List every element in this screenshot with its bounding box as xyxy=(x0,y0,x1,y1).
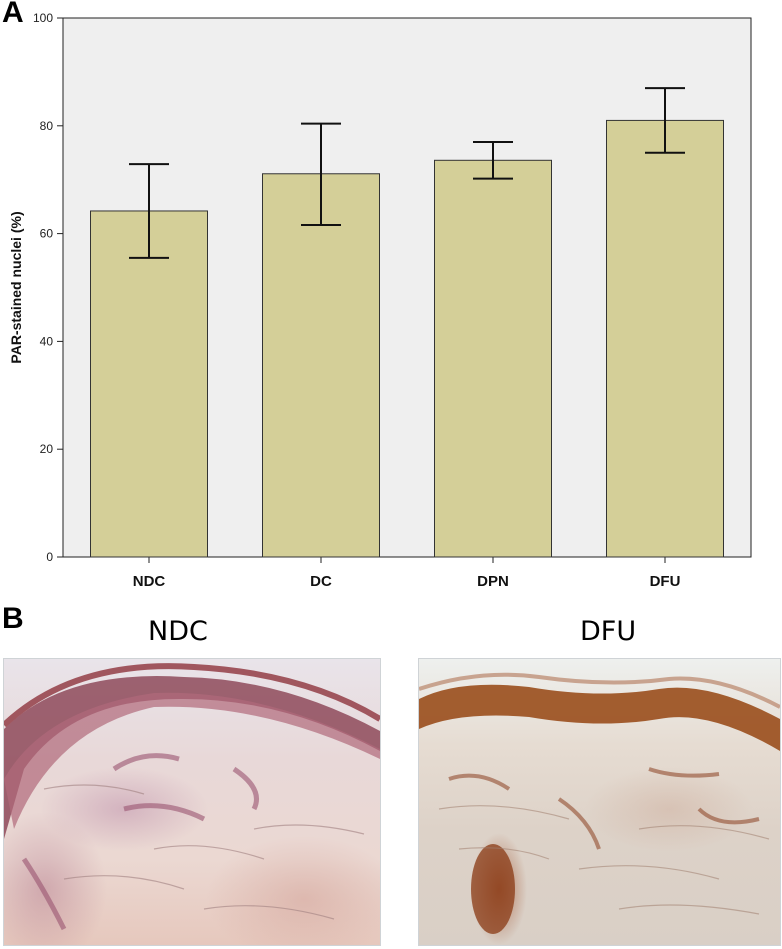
bar-chart: 0 20 40 60 80 100 NDC DC DPN DFU PAR-stained nucl… xyxy=(8,11,752,590)
panel-b-label: B xyxy=(2,602,24,635)
dfu-dermal-strands xyxy=(448,767,760,850)
y-axis-label: PAR-stained nuclei (%) xyxy=(8,211,24,363)
dfu-epidermis xyxy=(419,684,780,751)
dfu-gland xyxy=(471,844,515,934)
y-tick-label: 60 xyxy=(40,227,54,241)
dfu-stratum-corneum xyxy=(419,672,780,709)
x-tick-label-dpn: DPN xyxy=(477,573,509,590)
ndc-collagen-fibers xyxy=(43,784,365,920)
dfu-tissue-drawing xyxy=(419,672,780,934)
dfu-micrograph xyxy=(418,658,781,946)
y-tick-label: 80 xyxy=(40,119,54,133)
x-tick-label-dfu: DFU xyxy=(650,573,681,590)
ndc-tissue-drawing xyxy=(4,663,380,931)
x-tick-label-dc: DC xyxy=(310,573,332,590)
ndc-image-title: NDC xyxy=(148,616,208,647)
error-bars xyxy=(129,87,685,259)
bar-dc xyxy=(262,173,380,558)
y-tick-label: 20 xyxy=(40,442,54,456)
dfu-image-title: DFU xyxy=(580,616,637,647)
bar-ndc xyxy=(90,210,208,558)
bar-dpn xyxy=(434,159,552,558)
panel-a-label: A xyxy=(2,0,24,29)
ndc-stratum-corneum xyxy=(4,663,380,728)
labels: NDC DC DPN DFU PAR-stained nuclei (%) xyxy=(8,211,680,590)
y-tick-label: 0 xyxy=(46,550,53,564)
bar-dfu xyxy=(606,119,724,558)
ndc-micrograph xyxy=(3,658,381,946)
ndc-epidermis-inner xyxy=(4,692,380,829)
dfu-collagen-fibers xyxy=(438,805,770,915)
x-tick-label-ndc: NDC xyxy=(133,573,166,590)
y-tick-label: 100 xyxy=(33,11,53,25)
y-tick-label: 40 xyxy=(40,334,54,348)
axes: 0 20 40 60 80 100 xyxy=(33,11,666,564)
ndc-dermal-strands xyxy=(21,753,259,931)
bars xyxy=(90,119,724,558)
